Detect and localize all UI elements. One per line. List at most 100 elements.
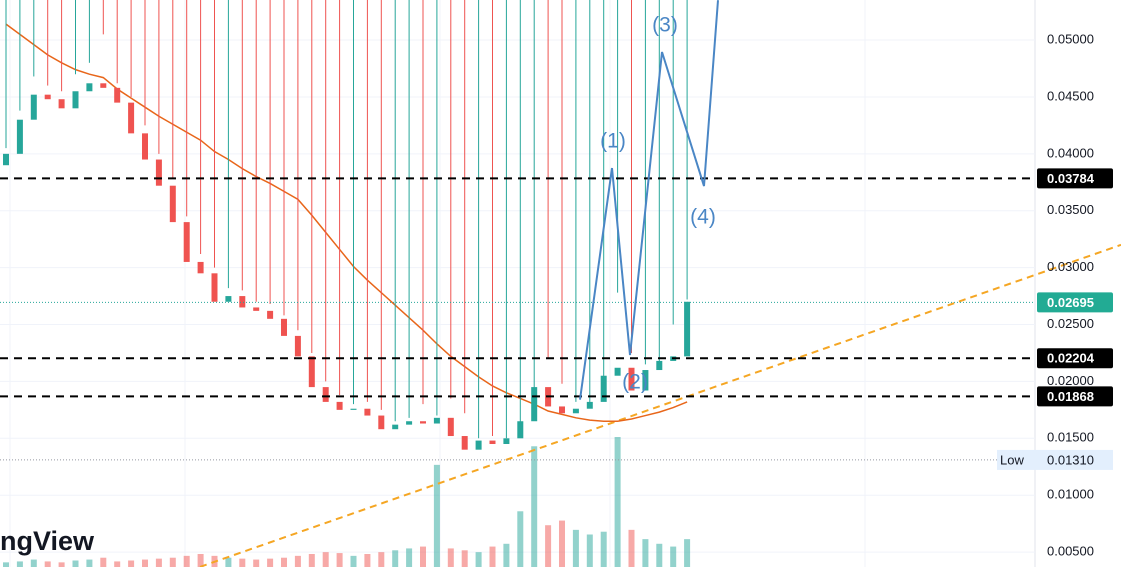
volume-bar: [225, 557, 232, 567]
volume-bar: [364, 554, 371, 567]
candle-body: [614, 367, 621, 376]
wave-label: (1): [600, 130, 626, 153]
volume-bar: [447, 548, 454, 567]
y-tick-label: 0.04500: [1047, 88, 1094, 103]
y-tick-label: 0.03000: [1047, 259, 1094, 274]
y-tick-label: 0.01000: [1047, 487, 1094, 502]
candle-body: [489, 440, 496, 444]
y-tick-label: 0.01500: [1047, 430, 1094, 445]
volume-bar: [628, 529, 635, 567]
candle-body: [86, 83, 93, 92]
volume-bar: [531, 446, 538, 567]
volume-bar: [378, 552, 385, 567]
volume-bar: [656, 543, 663, 567]
y-tick-label: 0.00500: [1047, 544, 1094, 559]
candle-body: [559, 406, 565, 414]
volume-bar: [86, 559, 93, 567]
level-label-box: [1037, 348, 1113, 369]
level-label: 0.03784: [1047, 171, 1095, 186]
candle-body: [350, 408, 357, 410]
candle-body: [461, 436, 468, 450]
candle-body: [586, 401, 593, 409]
wave-label: (2): [622, 371, 648, 394]
volume-bar: [114, 561, 121, 567]
volume-bar: [253, 559, 260, 567]
volume-bar: [128, 560, 135, 567]
candle-body: [447, 417, 454, 437]
candle-body: [267, 310, 274, 319]
volume-bar: [100, 557, 107, 567]
y-tick-label: 0.05000: [1047, 31, 1094, 46]
level-label-box: [1037, 386, 1113, 407]
volume-bar: [420, 546, 426, 567]
watermark: ngView: [0, 526, 95, 556]
candle-body: [656, 360, 663, 371]
candle-body: [406, 421, 413, 425]
candle-body: [475, 440, 482, 450]
candle-body: [336, 401, 343, 410]
candle-body: [433, 417, 440, 424]
volume-bar: [461, 550, 468, 567]
candle-body: [628, 367, 635, 391]
low-title: Low: [1000, 452, 1024, 467]
volume-bar: [294, 555, 301, 567]
candle-body: [642, 370, 649, 391]
volume-bar: [503, 543, 510, 567]
low-box: [997, 449, 1113, 470]
y-tick-label: 0.03500: [1047, 202, 1094, 217]
level-label: 0.01868: [1047, 389, 1094, 404]
volume-bar: [44, 561, 51, 567]
y-tick-label: 0.02000: [1047, 373, 1094, 388]
volume-bar: [267, 558, 274, 567]
candle-body: [211, 273, 218, 302]
candle-body: [600, 375, 607, 402]
candle-body: [3, 153, 9, 166]
volume-bar: [281, 557, 287, 567]
candle-body: [364, 408, 371, 416]
candle-body: [183, 222, 190, 262]
candle-body: [128, 102, 135, 134]
candle-body: [197, 261, 204, 274]
y-tick-label: 0.02500: [1047, 316, 1094, 331]
volume-bar: [336, 553, 343, 567]
volume-bar: [433, 464, 440, 567]
volume-bar: [517, 511, 524, 567]
candle-body: [322, 387, 329, 402]
candle-body: [253, 307, 260, 311]
volume-bar: [600, 531, 607, 567]
volume-bar: [684, 539, 691, 567]
candle-body: [420, 421, 426, 424]
candle-body: [169, 185, 176, 223]
volume-bar: [308, 554, 315, 567]
volume-bar: [72, 560, 79, 567]
candle-body: [44, 94, 51, 100]
y-tick-label: 0.04000: [1047, 145, 1094, 160]
volume-bar: [545, 525, 552, 567]
volume-bar: [489, 546, 496, 567]
volume-bar: [155, 558, 162, 567]
volume-bar: [58, 562, 65, 567]
volume-bar: [614, 437, 621, 567]
wave-path: [579, 0, 719, 400]
volume-bar: [642, 539, 649, 567]
volume-bar: [16, 561, 23, 567]
candle-body: [517, 421, 524, 439]
volume-bar: [572, 529, 579, 567]
last-price-label: 0.02695: [1047, 295, 1094, 310]
volume-bar: [197, 554, 204, 567]
candle-body: [225, 296, 232, 302]
low-label: 0.01310: [1047, 452, 1094, 467]
volume-bar: [169, 557, 176, 567]
candle-body: [58, 99, 65, 109]
candle-body: [100, 83, 107, 88]
candle-body: [531, 387, 538, 422]
candle-body: [684, 301, 691, 357]
volume-bar: [392, 550, 399, 567]
candle-body: [142, 133, 148, 160]
candle-body: [239, 296, 246, 308]
volume-bar: [239, 558, 246, 567]
wave-label: (3): [652, 14, 678, 37]
volume-bar: [322, 552, 329, 567]
